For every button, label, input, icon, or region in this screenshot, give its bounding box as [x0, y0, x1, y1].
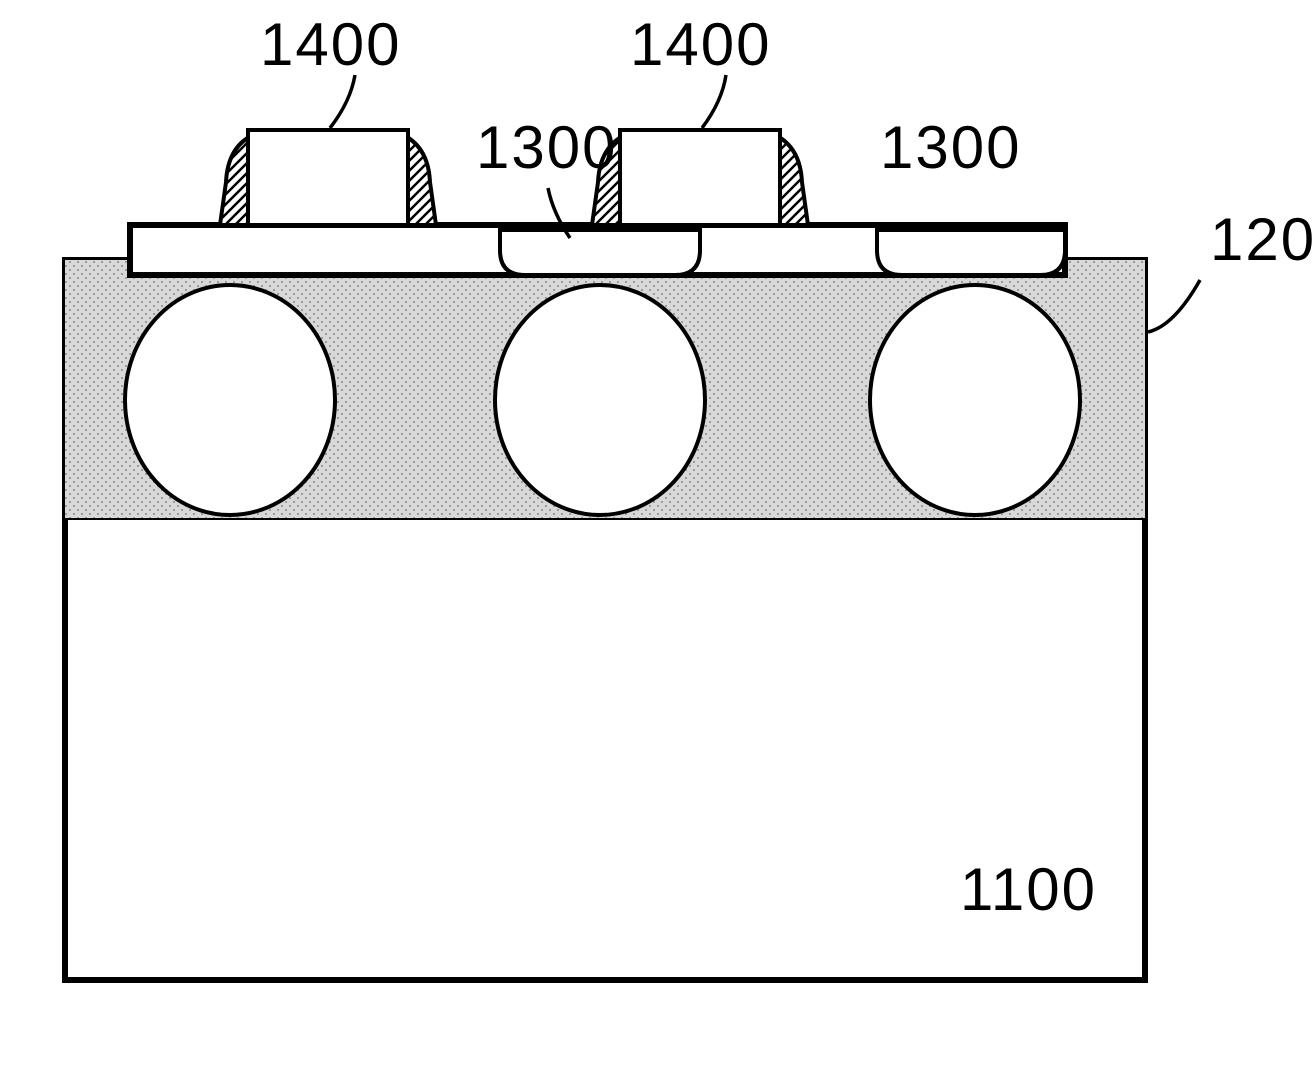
- svg-text:1400: 1400: [260, 11, 401, 78]
- svg-text:1300: 1300: [476, 114, 617, 181]
- source-drain-wells: [125, 285, 1080, 515]
- svg-text:1400: 1400: [630, 11, 771, 78]
- svg-text:1100: 1100: [960, 856, 1097, 923]
- svg-text:1200: 1200: [1210, 206, 1313, 273]
- epi-layer-1300: [130, 225, 1065, 275]
- svg-text:1300: 1300: [880, 114, 1021, 181]
